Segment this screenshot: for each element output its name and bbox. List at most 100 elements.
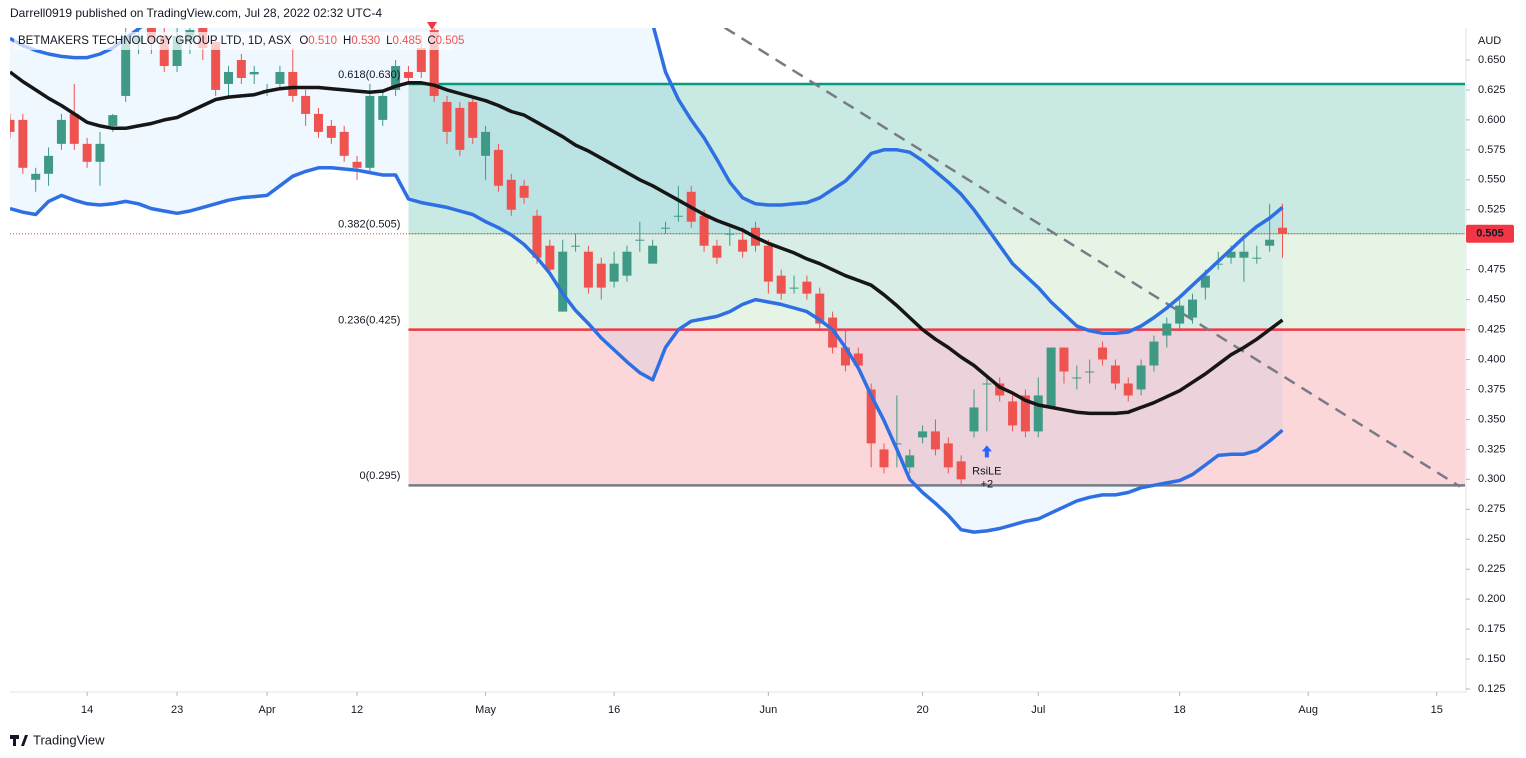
candle-body: [1020, 395, 1030, 432]
fib-label: 0.236(0.425): [338, 314, 400, 326]
y-tick-label: 0.350: [1478, 413, 1506, 425]
fib-label: 0(0.295): [359, 470, 400, 482]
x-tick-label: 14: [81, 704, 93, 716]
candle-body: [481, 131, 491, 156]
candle-body: [956, 461, 966, 480]
candle-body: [879, 449, 889, 468]
candle-body: [789, 287, 799, 289]
candle-body: [673, 215, 683, 217]
candle-body: [866, 389, 876, 444]
candle-body: [1162, 323, 1172, 336]
candle-body: [10, 119, 15, 132]
y-unit: AUD: [1478, 35, 1501, 47]
candle-body: [918, 431, 928, 438]
x-tick-label: Jul: [1031, 704, 1045, 716]
candle-body: [44, 155, 54, 174]
candle-body: [56, 119, 66, 144]
y-tick-label: 0.375: [1478, 383, 1506, 395]
candle-body: [18, 119, 28, 168]
candle-body: [982, 383, 992, 385]
candle-body: [1136, 365, 1146, 390]
y-tick-label: 0.425: [1478, 323, 1506, 335]
candle-body: [1188, 299, 1198, 318]
candle-body: [596, 263, 606, 288]
candle-body: [301, 95, 311, 114]
sell-signal-arrow: [427, 22, 437, 30]
plot-area: [10, 28, 1465, 534]
candle-body: [1046, 347, 1056, 408]
signal-count: +2: [981, 478, 994, 490]
candle-body: [288, 71, 298, 96]
footer-logo: [10, 735, 28, 746]
candle-body: [1226, 251, 1236, 258]
candle-body: [468, 101, 478, 138]
candle-body: [532, 215, 542, 258]
candle-body: [1008, 401, 1018, 426]
candle-body: [493, 149, 503, 186]
candle-body: [1110, 365, 1120, 384]
ohlc-value: 0.530: [351, 35, 380, 47]
y-tick-label: 0.575: [1478, 144, 1506, 156]
y-tick-label: 0.400: [1478, 353, 1506, 365]
candle-body: [82, 143, 92, 162]
candle-body: [1213, 263, 1223, 265]
candle-body: [249, 71, 259, 75]
band-line: [10, 28, 1284, 335]
y-tick-label: 0.625: [1478, 84, 1506, 96]
ohlc-key: C: [427, 35, 435, 47]
x-tick-label: Apr: [259, 704, 276, 716]
candle-body: [545, 245, 555, 270]
candle-body: [905, 455, 915, 468]
x-tick-label: 15: [1431, 704, 1443, 716]
candle-body: [378, 95, 388, 120]
price-tag: [1466, 224, 1514, 243]
candle-body: [853, 353, 863, 366]
candle-body: [558, 251, 568, 312]
ohlc-value: 0.510: [308, 35, 337, 47]
candle-body: [339, 131, 349, 156]
candle-body: [1123, 383, 1133, 396]
candle-body: [995, 383, 1005, 396]
band-line: [10, 166, 1284, 534]
candle-body: [1175, 305, 1185, 324]
candle-body: [121, 36, 131, 96]
candle-body: [326, 125, 336, 138]
candle-body: [763, 245, 773, 282]
y-tick-label: 0.225: [1478, 563, 1506, 575]
ohlc-value: 0.485: [393, 35, 422, 47]
candle-body: [583, 251, 593, 288]
candle-body: [1265, 239, 1275, 246]
y-tick-label: 0.325: [1478, 443, 1506, 455]
candle-body: [712, 245, 722, 258]
candle-body: [943, 443, 953, 468]
fib-label: 0.382(0.505): [338, 219, 400, 231]
candle-body: [1252, 257, 1262, 259]
candle-body: [352, 161, 362, 168]
candle-body: [416, 48, 426, 72]
candle-body: [1277, 227, 1287, 234]
price-tag-label: 0.505: [1476, 228, 1504, 240]
y-tick-label: 0.250: [1478, 533, 1506, 545]
candle-body: [455, 107, 465, 150]
x-tick-label: 20: [916, 704, 928, 716]
candle-body: [1072, 377, 1082, 379]
candle-body: [1239, 251, 1249, 258]
candle-body: [1059, 347, 1069, 372]
legend: BETMAKERS TECHNOLOGY GROUP LTD, 1D, ASX O…: [18, 35, 464, 47]
candle-body: [403, 71, 413, 78]
candle-body: [648, 245, 658, 264]
candle-body: [776, 275, 786, 294]
header: Darrell0919 published on TradingView.com…: [10, 6, 382, 20]
candle-body: [1098, 347, 1108, 360]
candle-body: [609, 263, 619, 282]
candle-body: [661, 227, 671, 229]
candle-body: [571, 245, 581, 247]
candle-body: [815, 293, 825, 324]
candle-body: [1085, 371, 1095, 373]
x-tick-label: 23: [171, 704, 183, 716]
y-tick-label: 0.275: [1478, 503, 1506, 515]
candle-body: [442, 101, 452, 132]
ohlc-key: H: [343, 35, 351, 47]
trendline: [723, 28, 1461, 488]
y-tick-label: 0.650: [1478, 54, 1506, 66]
